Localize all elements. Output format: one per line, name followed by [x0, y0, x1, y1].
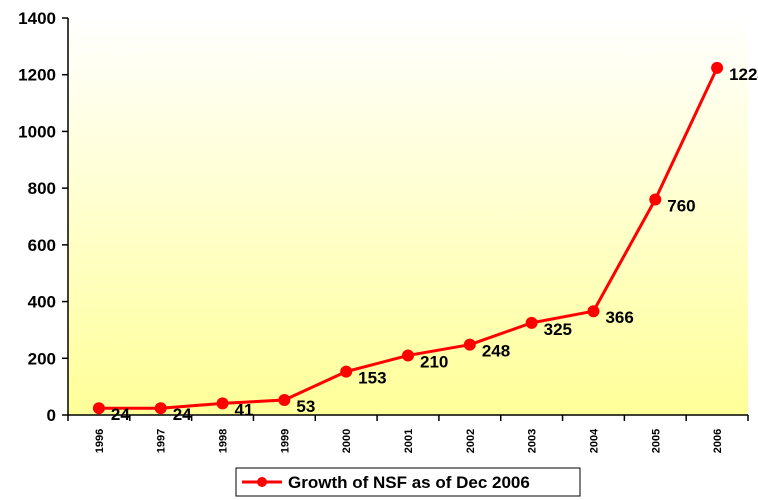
x-tick-label: 1999 — [279, 429, 291, 453]
x-tick-label: 2003 — [527, 429, 539, 453]
data-point — [92, 402, 105, 415]
data-label: 153 — [358, 369, 386, 388]
data-label: 325 — [544, 320, 572, 339]
y-tick-label: 1000 — [18, 122, 56, 141]
legend-marker — [257, 477, 267, 487]
data-point — [216, 397, 229, 410]
legend-label: Growth of NSF as of Dec 2006 — [288, 473, 530, 492]
plot-area — [68, 18, 748, 415]
legend: Growth of NSF as of Dec 2006 — [235, 467, 581, 497]
y-tick-label: 0 — [47, 406, 56, 425]
legend-box — [235, 467, 581, 497]
x-tick-label: 2002 — [465, 429, 477, 453]
x-axis: 1996 1997 1998 1999 2000 2001 2002 2003 2004 2005… — [67, 414, 749, 453]
data-label: 210 — [420, 352, 448, 371]
x-tick-label: 2005 — [650, 429, 662, 453]
data-label: 1224 — [729, 65, 758, 84]
y-tick-label: 800 — [28, 179, 56, 198]
x-tick-label: 2000 — [341, 429, 353, 453]
data-point — [278, 393, 291, 406]
series-group — [92, 61, 724, 415]
data-label: 366 — [605, 308, 633, 327]
data-point — [463, 338, 476, 351]
data-label: 24 — [111, 405, 130, 424]
data-point — [402, 349, 414, 362]
data-labels: 24 24 41 53 153 210 248 325 366 760 1224 — [111, 65, 758, 424]
data-point — [525, 316, 538, 329]
y-axis: 0 200 400 600 800 1000 1200 1400 — [18, 9, 69, 425]
data-point — [649, 193, 662, 206]
y-tick-label: 1400 — [18, 9, 56, 28]
x-tick-label: 2004 — [588, 428, 600, 453]
y-tick-label: 600 — [28, 236, 56, 255]
data-label: 24 — [173, 405, 192, 424]
x-tick-label: 1998 — [218, 429, 230, 453]
data-point — [340, 365, 353, 378]
data-point — [587, 305, 600, 318]
y-tick-label: 200 — [28, 349, 56, 368]
x-tick-label: 2001 — [403, 429, 415, 453]
x-tick-label: 1997 — [156, 429, 168, 453]
data-point — [711, 61, 724, 74]
data-label: 760 — [667, 196, 695, 215]
data-label: 53 — [296, 397, 315, 416]
data-label: 41 — [235, 400, 254, 419]
x-tick-label: 2006 — [712, 429, 724, 453]
y-tick-label: 400 — [28, 293, 56, 312]
data-label: 248 — [482, 342, 510, 361]
y-tick-label: 1200 — [18, 66, 56, 85]
x-tick-label: 1996 — [94, 429, 106, 453]
data-point — [154, 402, 167, 415]
